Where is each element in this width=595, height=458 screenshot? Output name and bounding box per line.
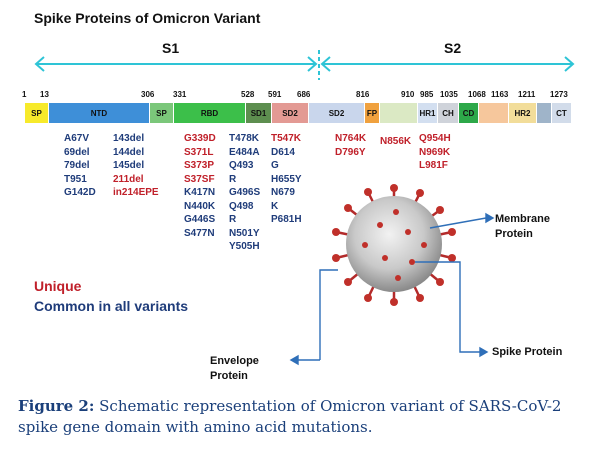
pos-331: 331 xyxy=(173,90,187,99)
pos-306: 306 xyxy=(141,90,155,99)
pointer-lines xyxy=(289,212,495,366)
virus-body xyxy=(346,196,442,292)
domain-sd2: SD2 xyxy=(272,103,309,123)
mutation: L981F xyxy=(419,160,448,171)
domain-gap xyxy=(380,103,418,123)
mutation: 143del xyxy=(113,133,145,144)
legend-common: Common in all variants xyxy=(34,298,189,314)
mutation: S373P xyxy=(184,160,215,171)
domain-sp: SP xyxy=(25,103,49,123)
mutation: K417N xyxy=(184,187,216,198)
mutation: T547K xyxy=(271,133,302,144)
mutation: 211del xyxy=(113,173,144,185)
domain-ntd: NTD xyxy=(49,103,150,123)
mutation: N679 xyxy=(271,187,295,198)
mutation: P681H xyxy=(271,214,302,225)
s2-mutations-col3: Q954H N969K L981F xyxy=(419,132,451,173)
mutation: G339D xyxy=(184,133,216,144)
mutation: S37SF xyxy=(184,173,215,185)
mutation: 145del xyxy=(113,160,145,171)
domain-sd2b: SD2 xyxy=(309,103,365,123)
virus-spike-tips xyxy=(332,184,456,306)
pos-816: 816 xyxy=(356,90,370,99)
mutation: D796Y xyxy=(335,146,366,158)
mutation: H655Y xyxy=(271,173,302,185)
pos-528: 528 xyxy=(241,90,255,99)
mutation: 79del xyxy=(64,160,90,171)
mutation: Q493 xyxy=(229,160,254,171)
domain-gap3 xyxy=(537,103,552,123)
mutation: K xyxy=(271,200,279,212)
domain-sd1: SD1 xyxy=(246,103,272,123)
domain-ct: CT xyxy=(552,103,572,123)
pos-985: 985 xyxy=(420,90,434,99)
domain-cd: CD xyxy=(459,103,479,123)
legend-unique: Unique xyxy=(34,278,82,294)
ntd-mutations-col2: 143del 144del 145del 211del in214EPE xyxy=(113,132,159,200)
mutation: 144del xyxy=(113,146,145,158)
mutation: R xyxy=(229,173,237,185)
mutation: N440K xyxy=(184,200,216,212)
mutation: G446S xyxy=(184,214,216,225)
mutation: T951 xyxy=(64,173,87,185)
s2-mutations-col2: N856K xyxy=(380,135,411,149)
mutation: T478K xyxy=(229,133,260,144)
pos-686: 686 xyxy=(297,90,311,99)
mutation: N764K xyxy=(335,133,367,144)
s1-label: S1 xyxy=(162,40,180,56)
caption-label: Figure 2: xyxy=(18,397,95,415)
ntd-mutations-col1: A67V 69del 79del T951 G142D xyxy=(64,132,96,200)
pos-1: 1 xyxy=(22,90,27,99)
mutation: G xyxy=(271,160,279,171)
domain-hr2: HR2 xyxy=(509,103,537,123)
sd-mutations-col: T547K D614 G H655Y N679 K P681H xyxy=(271,132,302,227)
mutation: S477N xyxy=(184,227,215,239)
figure-caption: Figure 2: Schematic representation of Om… xyxy=(18,396,588,438)
domain-fp: FP xyxy=(365,103,380,123)
mutation: N501Y xyxy=(229,227,260,239)
mutation: 69del xyxy=(64,146,90,158)
figure-title: Spike Proteins of Omicron Variant xyxy=(34,10,261,26)
domain-ch: CH xyxy=(438,103,459,123)
rbd-mutations-col1: G339D S371L S373P S37SF K417N N440K G446… xyxy=(184,132,216,240)
membrane-protein-label: Membrane Protein xyxy=(495,213,551,240)
mutation: Q498 xyxy=(229,200,254,212)
mutation: N969K xyxy=(419,146,451,158)
mutation: N856K xyxy=(380,136,412,147)
mutation: A67V xyxy=(64,133,90,144)
mutation: G142D xyxy=(64,187,96,198)
caption-text: Schematic representation of Omicron vari… xyxy=(18,397,562,436)
mutation: Q954H xyxy=(419,133,451,144)
envelope-protein-label: Envelope Protein xyxy=(210,355,259,382)
mutation: S371L xyxy=(184,146,214,158)
spike-protein-label: Spike Protein xyxy=(492,346,563,358)
pos-1163: 1163 xyxy=(491,90,509,99)
domain-sp2: SP xyxy=(150,103,174,123)
s2-mutations-col1: N764K D796Y xyxy=(335,132,366,159)
domain-gap2 xyxy=(479,103,509,123)
segment-arrows xyxy=(34,50,575,80)
pos-1211: 1211 xyxy=(518,90,536,99)
mutation: D614 xyxy=(271,146,295,158)
rbd-mutations-col2: T478K E484A Q493 R G496S Q498 R N501Y Y5… xyxy=(229,132,260,254)
pos-1273: 1273 xyxy=(550,90,568,99)
s2-label: S2 xyxy=(444,40,462,56)
pos-13: 13 xyxy=(40,90,49,99)
mutation: in214EPE xyxy=(113,187,159,198)
mutation: R xyxy=(229,214,237,225)
coronavirus-illustration xyxy=(289,184,495,366)
pos-1035: 1035 xyxy=(440,90,458,99)
domain-rbd: RBD xyxy=(174,103,246,123)
mutation: G496S xyxy=(229,187,261,198)
pos-910: 910 xyxy=(401,90,415,99)
pos-591: 591 xyxy=(268,90,282,99)
pos-1068: 1068 xyxy=(468,90,486,99)
mutation: E484A xyxy=(229,146,260,158)
domain-hr1: HR1 xyxy=(418,103,438,123)
mutation: Y505H xyxy=(229,241,260,252)
